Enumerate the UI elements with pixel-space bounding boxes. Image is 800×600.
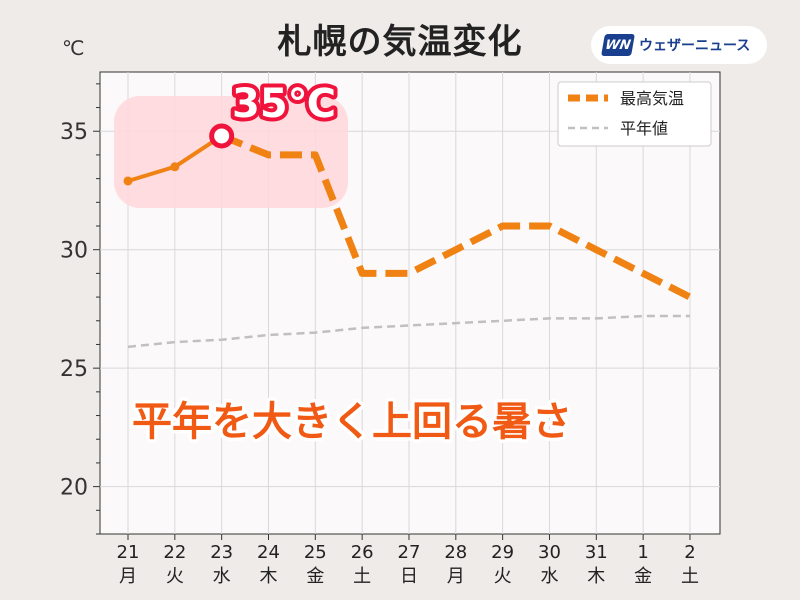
x-tick-label-day: 28	[444, 542, 467, 563]
legend-label-normal: 平年値	[620, 119, 668, 138]
x-tick-label-weekday: 水	[540, 566, 558, 587]
x-tick-label-day: 27	[398, 542, 421, 563]
x-tick-label-day: 30	[538, 542, 561, 563]
x-tick-label-day: 25	[304, 542, 327, 563]
weathernews-logo-text: ウェザーニュース	[639, 38, 751, 54]
y-tick-label: 20	[60, 476, 88, 501]
x-tick-label-day: 23	[210, 542, 233, 563]
x-tick-label-weekday: 木	[259, 566, 277, 587]
y-tick-label: 35	[60, 120, 88, 145]
x-tick-label-day: 2	[684, 542, 695, 563]
series-layer	[123, 123, 692, 349]
x-tick-label-day: 21	[117, 542, 140, 563]
x-tick-label-day: 1	[637, 542, 648, 563]
x-tick-label-weekday: 水	[213, 566, 231, 587]
y-tick-label: 30	[60, 239, 88, 264]
y-tick-label: 25	[60, 357, 88, 382]
x-tick-label-weekday: 土	[681, 566, 699, 587]
x-tick-label-weekday: 火	[166, 566, 184, 587]
y-axis: 20 25 30 35	[60, 83, 100, 535]
x-tick-label-day: 26	[351, 542, 374, 563]
x-tick-label-day: 22	[163, 542, 186, 563]
legend: 最高気温 平年値	[557, 81, 712, 147]
page-title: 札幌の気温変化	[277, 22, 523, 62]
x-tick-label-weekday: 日	[400, 566, 418, 587]
x-tick-label-day: 29	[491, 542, 514, 563]
x-tick-label-day: 24	[257, 542, 280, 563]
x-tick-label-weekday: 月	[119, 566, 137, 587]
weathernews-logo: WN ウェザーニュース	[591, 26, 767, 64]
y-axis-unit: ℃	[62, 36, 85, 60]
x-axis: 21 月 22 火 23 水 24 木 25 金 26 土 27 日 28 月 29 火 30 水 31 木 1 金 2 土	[117, 534, 699, 587]
peak-label: 35℃	[232, 81, 336, 127]
highlight-box	[114, 96, 348, 208]
peak-marker	[209, 123, 235, 149]
data-point-max-temp	[170, 162, 180, 172]
series-line-max-temp-forecast	[220, 132, 692, 301]
data-point-max-temp	[123, 176, 133, 186]
x-tick-label-weekday: 火	[494, 566, 512, 587]
x-tick-label-weekday: 木	[587, 566, 605, 587]
x-tick-label-weekday: 金	[634, 566, 652, 587]
x-tick-label-weekday: 金	[306, 566, 324, 587]
caption-annotation: 平年を大きく上回る暑さ	[132, 399, 572, 445]
x-tick-label-day: 31	[585, 542, 608, 563]
x-tick-label-weekday: 土	[353, 566, 371, 587]
series-line-normal	[127, 314, 690, 349]
legend-label-max-temp: 最高気温	[620, 89, 684, 108]
x-tick-label-weekday: 月	[447, 566, 465, 587]
